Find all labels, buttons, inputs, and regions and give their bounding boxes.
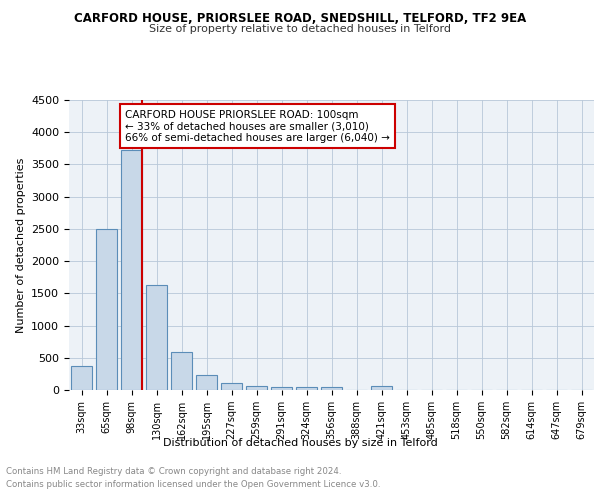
Text: Contains public sector information licensed under the Open Government Licence v3: Contains public sector information licen… [6, 480, 380, 489]
Text: Contains HM Land Registry data © Crown copyright and database right 2024.: Contains HM Land Registry data © Crown c… [6, 468, 341, 476]
Bar [96, 229, 117, 390]
Bar [71, 366, 92, 390]
Bar [371, 386, 392, 390]
Text: CARFORD HOUSE PRIORSLEE ROAD: 100sqm
← 33% of detached houses are smaller (3,010: CARFORD HOUSE PRIORSLEE ROAD: 100sqm ← 3… [125, 110, 390, 143]
Y-axis label: Number of detached properties: Number of detached properties [16, 158, 26, 332]
Bar [271, 387, 292, 390]
Text: Distribution of detached houses by size in Telford: Distribution of detached houses by size … [163, 438, 437, 448]
Text: CARFORD HOUSE, PRIORSLEE ROAD, SNEDSHILL, TELFORD, TF2 9EA: CARFORD HOUSE, PRIORSLEE ROAD, SNEDSHILL… [74, 12, 526, 26]
Bar [296, 387, 317, 390]
Bar [146, 285, 167, 390]
Bar [221, 383, 242, 390]
Bar [196, 374, 217, 390]
Bar [321, 388, 342, 390]
Bar [121, 150, 142, 390]
Text: Size of property relative to detached houses in Telford: Size of property relative to detached ho… [149, 24, 451, 34]
Bar [171, 352, 192, 390]
Bar [246, 386, 267, 390]
